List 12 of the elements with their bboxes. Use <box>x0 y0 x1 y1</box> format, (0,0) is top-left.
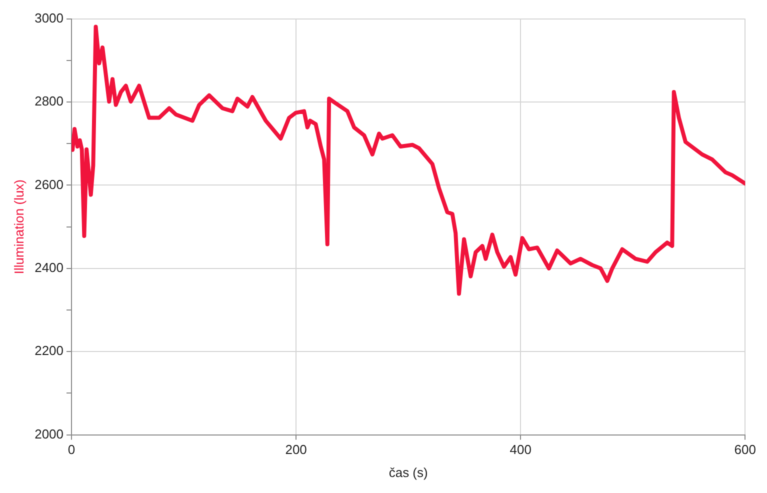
y-tick-label: 2400 <box>34 260 64 275</box>
y-tick-label: 2000 <box>34 426 64 442</box>
x-tick-label: 600 <box>734 442 756 458</box>
y-tick-label: 3000 <box>34 10 64 26</box>
y-axis-title: Illumination (lux) <box>11 179 26 274</box>
y-tick-label: 2800 <box>34 94 64 109</box>
x-axis-title: čas (s) <box>388 464 428 480</box>
y-tick-label: 2600 <box>34 176 64 192</box>
x-tick-label: 0 <box>68 442 76 458</box>
x-tick-label: 400 <box>510 442 532 458</box>
y-tick-label: 2200 <box>34 343 64 358</box>
x-tick-label: 200 <box>285 442 307 458</box>
